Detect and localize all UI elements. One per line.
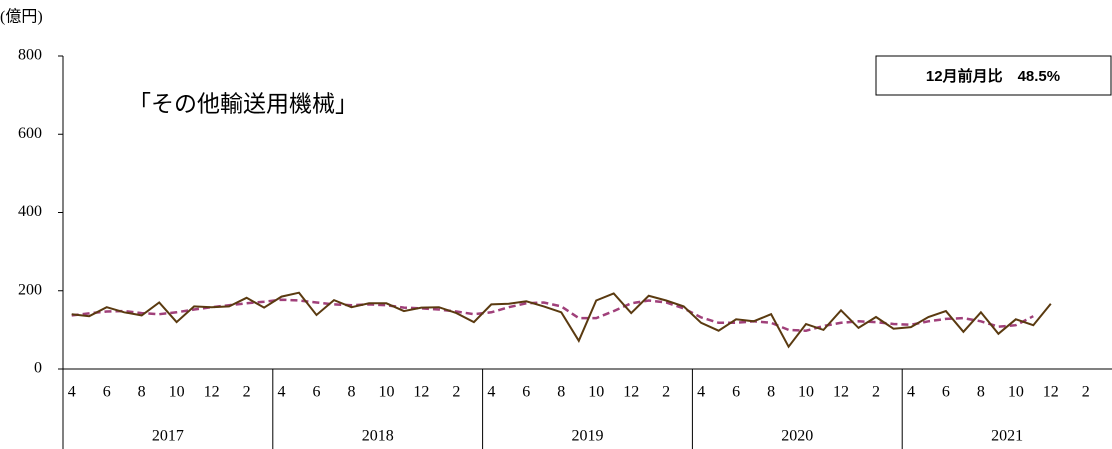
x-tick-label: 10 — [798, 384, 814, 401]
x-tick-label: 6 — [313, 384, 321, 401]
x-tick-label: 12 — [413, 384, 429, 401]
x-tick-label: 8 — [557, 384, 565, 401]
x-tick-label: 4 — [487, 384, 495, 401]
y-tick-label: 200 — [18, 281, 42, 298]
x-tick-label: 6 — [522, 384, 530, 401]
annotation: 「その他輸送用機械」 — [128, 91, 358, 116]
x-tick-label: 8 — [977, 384, 985, 401]
x-tick-label: 6 — [732, 384, 740, 401]
x-tick-label: 8 — [138, 384, 146, 401]
x-tick-label: 4 — [278, 384, 286, 401]
x-tick-label: 12 — [204, 384, 220, 401]
unit-label: (億円) — [0, 8, 43, 26]
y-tick-label: 400 — [18, 203, 42, 220]
x-tick-label: 8 — [767, 384, 775, 401]
x-tick-label: 10 — [1008, 384, 1024, 401]
x-tick-label: 6 — [103, 384, 111, 401]
year-label: 2020 — [781, 428, 813, 445]
year-label: 2019 — [572, 428, 604, 445]
x-tick-label: 2 — [452, 384, 460, 401]
year-label: 2018 — [362, 428, 394, 445]
x-tick-label: 2 — [662, 384, 670, 401]
x-tick-label: 4 — [697, 384, 705, 401]
x-tick-label: 6 — [942, 384, 950, 401]
year-label: 2021 — [991, 428, 1023, 445]
data-line — [71, 291, 1052, 349]
x-tick-label: 10 — [169, 384, 185, 401]
x-tick-label: 12 — [1043, 384, 1059, 401]
x-tick-label: 8 — [347, 384, 355, 401]
x-tick-label: 2 — [243, 384, 251, 401]
y-tick-label: 600 — [18, 125, 42, 142]
note: 12月前月比 48.5% — [926, 67, 1060, 85]
y-tick-label: 800 — [18, 47, 42, 64]
year-label: 2017 — [152, 428, 184, 445]
x-tick-label: 4 — [907, 384, 915, 401]
x-tick-label: 2 — [1082, 384, 1090, 401]
x-tick-label: 2 — [872, 384, 880, 401]
x-tick-label: 10 — [588, 384, 604, 401]
x-tick-label: 4 — [68, 384, 76, 401]
x-tick-label: 12 — [833, 384, 849, 401]
x-tick-label: 12 — [623, 384, 639, 401]
trend-line — [71, 298, 1034, 332]
x-tick-label: 10 — [378, 384, 394, 401]
note-box — [875, 55, 1112, 96]
y-tick-label: 0 — [34, 360, 42, 377]
